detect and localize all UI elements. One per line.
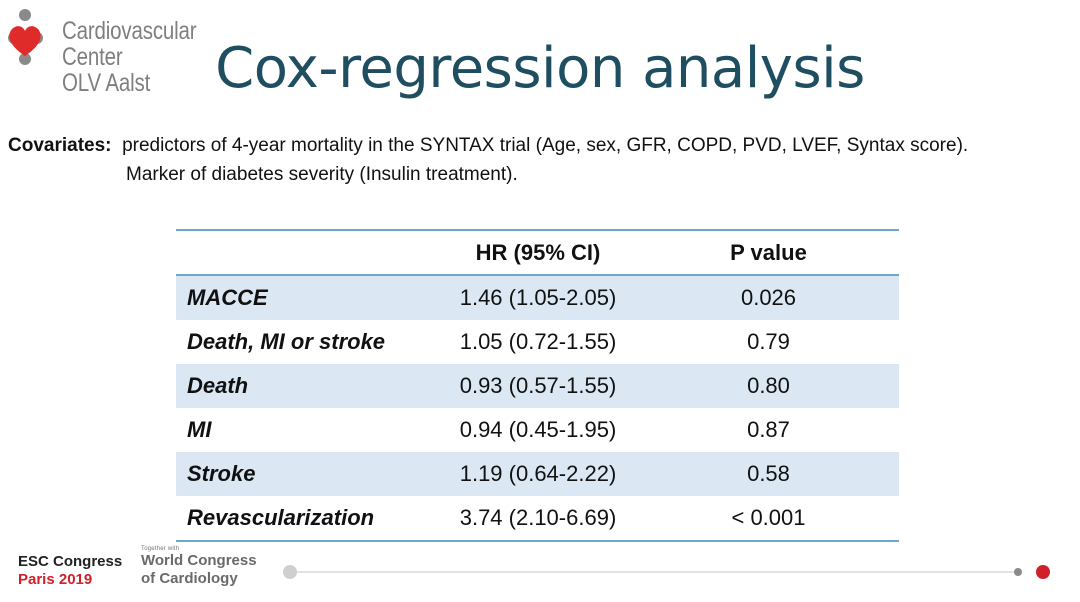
covariates-line2: Marker of diabetes severity (Insulin tre… [126, 164, 518, 185]
row-outcome: MI [187, 417, 212, 442]
header-hr: HR (95% CI) [475, 239, 601, 265]
row-p: 0.80 [747, 373, 790, 398]
covariates-text: Covariates: predictors of 4-year mortali… [8, 131, 1078, 189]
logo-text: Cardiovascular Center OLV Aalst [62, 18, 205, 96]
logo-line2: OLV Aalst [62, 69, 151, 97]
timeline-mid-dot [1014, 568, 1022, 576]
table-row: Death 0.93 (0.57-1.55) 0.80 [176, 364, 899, 408]
header-p: P value [730, 239, 807, 265]
covariates-label: Covariates [8, 135, 106, 156]
cox-regression-table: HR (95% CI) P value MACCE 1.46 (1.05-2.0… [176, 229, 899, 542]
timeline-start-dot [283, 565, 297, 579]
heart-dots-logo-icon [8, 9, 43, 65]
row-hr: 1.05 (0.72-1.55) [459, 329, 617, 354]
wc-line1: World Congress [141, 552, 257, 569]
wc-line2: of Cardiology [141, 570, 238, 587]
row-outcome: Stroke [187, 461, 256, 486]
esc-line1: ESC Congress [18, 553, 123, 570]
esc-congress-logo: ESC Congress Paris 2019 [18, 553, 122, 589]
table-row: MI 0.94 (0.45-1.95) 0.87 [176, 408, 899, 452]
row-outcome: Revascularization [187, 505, 375, 530]
row-hr: 0.94 (0.45-1.95) [459, 417, 617, 442]
row-p: 0.79 [747, 329, 790, 354]
row-p: 0.026 [740, 285, 797, 310]
table-row: Death, MI or stroke 1.05 (0.72-1.55) 0.7… [176, 320, 899, 364]
center-logo: Cardiovascular Center OLV Aalst [6, 6, 236, 96]
row-p: < 0.001 [731, 505, 806, 530]
table-row: Stroke 1.19 (0.64-2.22) 0.58 [176, 452, 899, 496]
wc-small-text: Together with [141, 546, 180, 552]
world-congress-logo: Together with World Congress of Cardiolo… [141, 546, 257, 588]
esc-line2: Paris 2019 [18, 571, 93, 588]
row-hr: 1.19 (0.64-2.22) [459, 461, 617, 486]
row-outcome: MACCE [187, 285, 268, 310]
row-p: 0.58 [747, 461, 790, 486]
row-p: 0.87 [747, 417, 790, 442]
row-outcome: Death [187, 373, 249, 398]
timeline-track [283, 565, 1050, 579]
table-header-row: HR (95% CI) P value [176, 231, 899, 276]
slide-progress-timeline [280, 562, 1060, 582]
row-hr: 3.74 (2.10-6.69) [459, 505, 617, 530]
timeline-progress-dot [1036, 565, 1050, 579]
logo-line1: Cardiovascular Center [62, 17, 197, 71]
slide-title: Cox-regression analysis [215, 36, 865, 101]
row-outcome: Death, MI or stroke [187, 329, 386, 354]
covariates-line1: predictors of 4-year mortality in the SY… [122, 135, 969, 156]
row-hr: 0.93 (0.57-1.55) [459, 373, 617, 398]
row-hr: 1.46 (1.05-2.05) [459, 285, 617, 310]
table-row: Revascularization 3.74 (2.10-6.69) < 0.0… [176, 496, 899, 540]
table-row: MACCE 1.46 (1.05-2.05) 0.026 [176, 276, 899, 320]
